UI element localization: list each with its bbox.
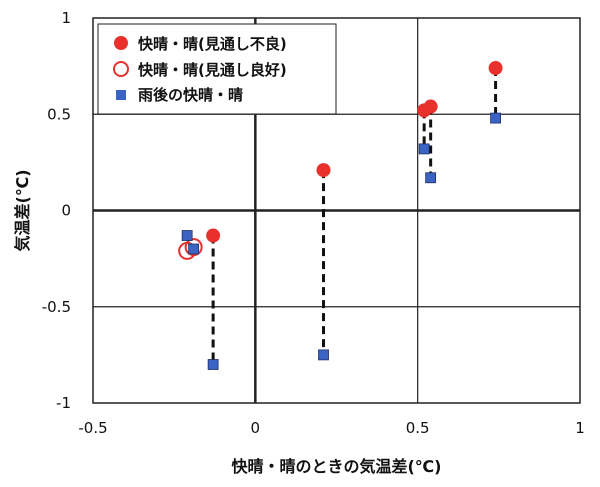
legend-label-good-visibility: 快晴・晴(見通し良好) [138, 61, 287, 79]
x-tick-label: -0.5 [78, 419, 107, 437]
data-point-filled-circle [488, 61, 503, 76]
legend-open-circle-icon [113, 61, 129, 77]
x-axis-title: 快晴・晴のときの気温差(℃) [231, 457, 441, 476]
tick-labels: -0.5 0 0.5 1 1 0.5 0 -0.5 -1 [42, 9, 585, 437]
legend-label-poor-visibility: 快晴・晴(見通し不良) [138, 35, 287, 53]
y-tick-label: 0 [61, 202, 71, 220]
data-markers [178, 61, 503, 370]
legend-label-after-rain: 雨後の快晴・晴 [138, 86, 243, 104]
data-point-square [425, 172, 437, 184]
legend: 快晴・晴(見通し不良) 快晴・晴(見通し良好) 雨後の快晴・晴 [97, 23, 337, 115]
data-point-open-circle [184, 238, 203, 257]
y-tick-label: -0.5 [42, 298, 71, 316]
data-point-square [318, 349, 329, 361]
data-point-square [418, 143, 430, 155]
data-point-filled-circle [423, 99, 438, 114]
y-tick-label: -1 [56, 394, 71, 412]
data-point-filled-circle [316, 163, 331, 178]
data-point-square [181, 230, 193, 241]
data-point-filled-circle [206, 228, 221, 243]
y-axis-title: 気温差(℃) [13, 169, 32, 251]
x-tick-label: 0 [251, 419, 261, 437]
data-point-square [490, 112, 501, 124]
data-point-square [188, 243, 200, 255]
y-tick-label: 0.5 [47, 105, 71, 123]
y-tick-label: 1 [61, 9, 71, 27]
legend-square-icon [116, 90, 126, 100]
data-point-square [207, 359, 219, 370]
legend-filled-circle-icon [114, 36, 128, 50]
x-tick-label: 0.5 [406, 419, 430, 437]
legend-box [97, 23, 337, 115]
x-tick-label: 1 [575, 419, 585, 437]
